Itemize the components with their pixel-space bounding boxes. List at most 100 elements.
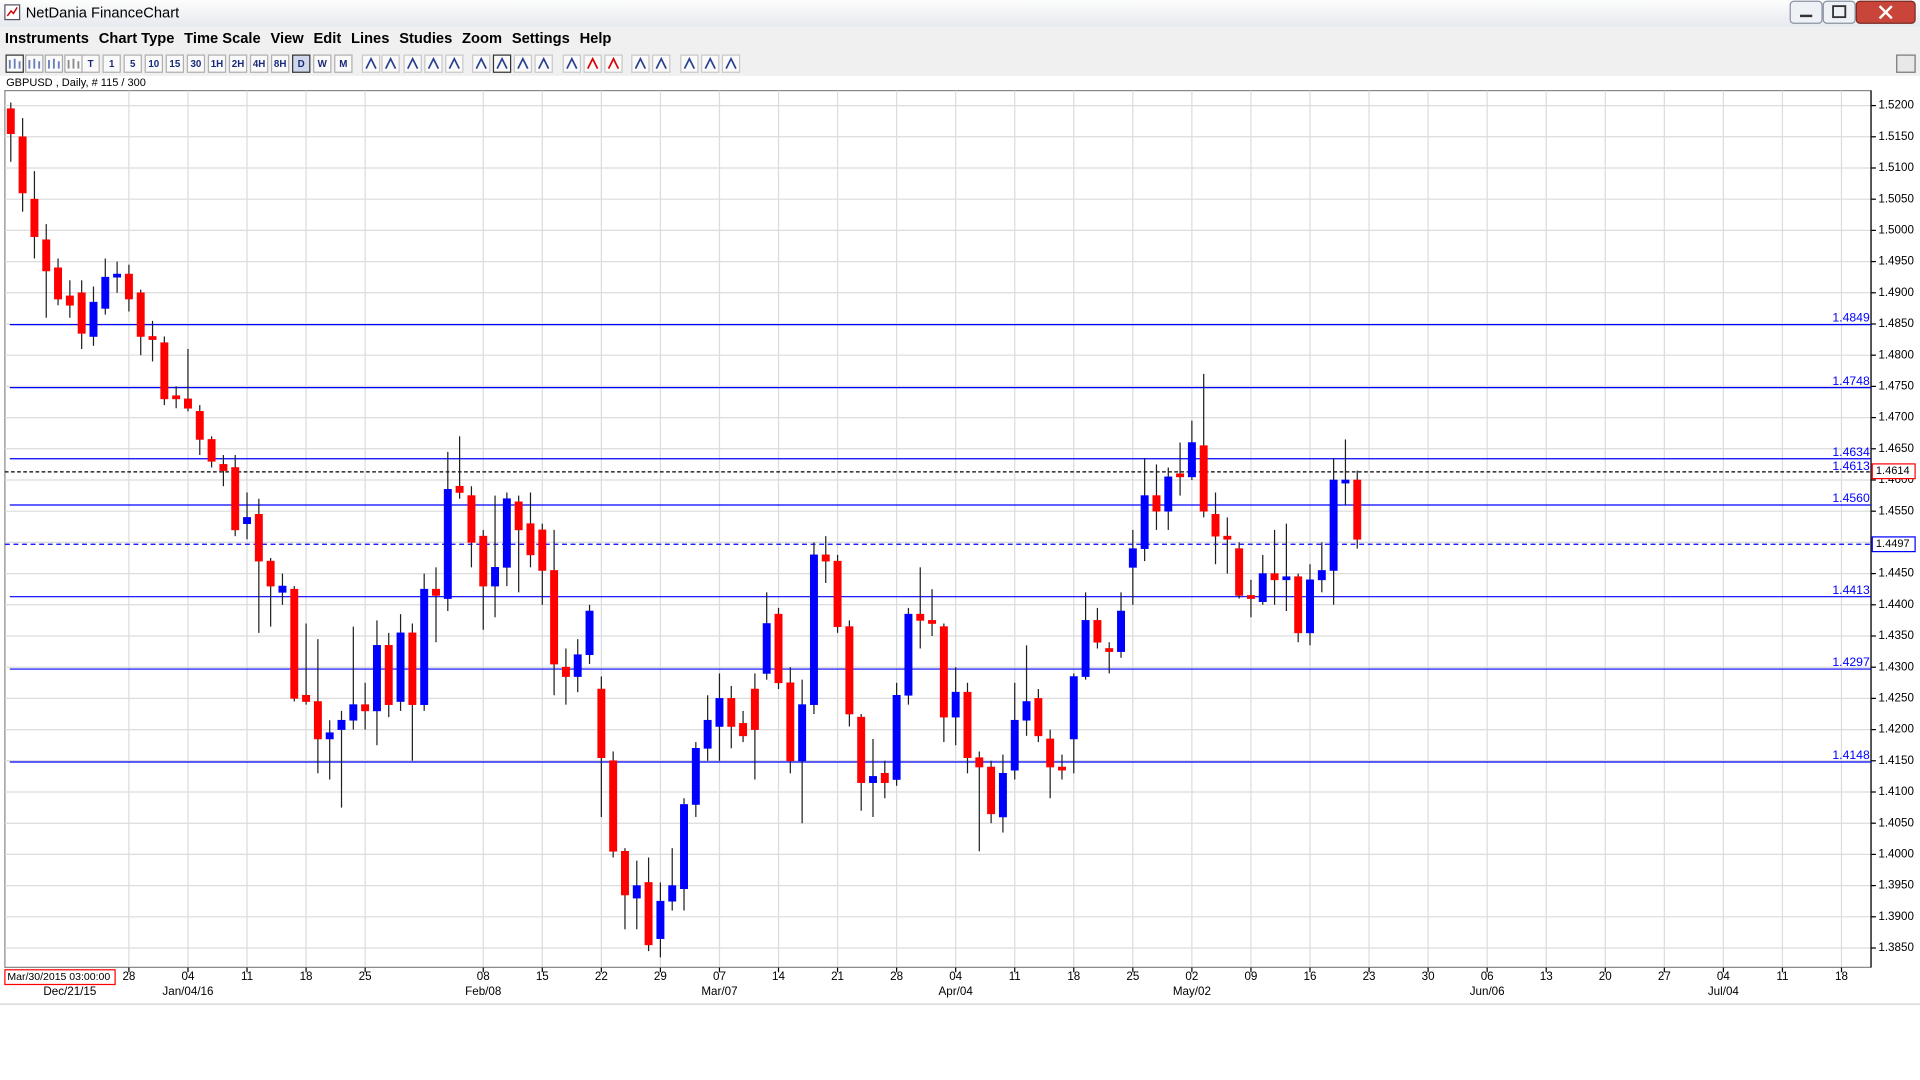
x-tick-label: 04 (181, 970, 194, 983)
candle-body (455, 485, 464, 493)
candle-body (1329, 479, 1338, 571)
y-tick-label: 1.4150 (1878, 754, 1914, 767)
app-icon-glyph (6, 6, 18, 17)
timescale-button[interactable] (81, 54, 100, 73)
minimize-button[interactable] (1789, 0, 1823, 24)
timescale-button[interactable] (165, 54, 185, 73)
candle-body (1235, 548, 1244, 596)
timescale-button[interactable] (144, 54, 163, 73)
timescale-label: 8H (274, 59, 287, 70)
candle-body (337, 719, 346, 730)
candle-body (420, 588, 429, 705)
candle-body (1187, 442, 1196, 478)
timescale-button[interactable] (334, 54, 353, 73)
timescale-button[interactable] (102, 54, 121, 73)
candle-body (809, 554, 818, 705)
toolbar-buttons: T 1 5 10 15 30 1H 2H 4H 8H D W M (5, 54, 741, 73)
timescale-button[interactable] (313, 54, 332, 73)
menu-item[interactable]: Edit (313, 31, 341, 47)
x-tick-label: 11 (241, 970, 253, 983)
candle-body (1294, 576, 1303, 634)
y-tick-label: 1.4000 (1878, 847, 1914, 860)
candle-body (857, 716, 866, 783)
candle-body (42, 239, 51, 272)
y-tick-label: 1.4850 (1878, 317, 1914, 330)
last-price-label: 1.4614 (1876, 465, 1910, 477)
timescale-button[interactable] (270, 54, 290, 73)
candle-body (597, 688, 606, 758)
menu-item[interactable]: Studies (399, 31, 452, 47)
candle-body (975, 757, 984, 768)
candle-body (727, 698, 736, 727)
y-tick-label: 1.4550 (1878, 504, 1914, 517)
timescale-button[interactable] (207, 54, 227, 73)
chart-title: GBPUSD , Daily, # 115 / 300 (6, 77, 146, 89)
tool-glyph (365, 56, 377, 69)
level-label: 1.4748 (1832, 374, 1870, 388)
menu-item[interactable]: Help (580, 31, 612, 47)
candle-body (1176, 473, 1185, 478)
tool-glyph (384, 56, 397, 69)
candle-body (1093, 620, 1102, 643)
menu-item[interactable]: Zoom (462, 31, 502, 47)
x-tick-label: 18 (1067, 970, 1080, 983)
candle-body (715, 698, 724, 727)
menu-item[interactable]: Settings (512, 31, 570, 47)
maximize-button[interactable] (1822, 0, 1856, 24)
timescale-button[interactable] (249, 54, 269, 73)
candle-body (1164, 476, 1173, 512)
candle-body (1117, 610, 1125, 652)
candle-body (479, 535, 488, 587)
x-tick-label: 30 (1422, 970, 1435, 983)
tool-glyph (725, 56, 737, 69)
menu-item[interactable]: Lines (351, 31, 389, 47)
candle-body (1353, 479, 1362, 540)
x-tick-label: 28 (122, 970, 135, 983)
x-tick-label: 27 (1658, 970, 1671, 983)
candle-body (113, 273, 122, 278)
candle-body (573, 654, 582, 677)
candle-body (77, 292, 86, 334)
panel-button[interactable] (1896, 54, 1916, 73)
tool-glyph (634, 56, 647, 69)
candle-body (939, 626, 948, 718)
x-tick-label: 23 (1363, 970, 1376, 983)
x-tick-label: 28 (890, 970, 903, 983)
candle-body (1034, 698, 1043, 737)
timescale-label: T (88, 59, 94, 70)
candle-body (302, 694, 311, 702)
candle-body (278, 585, 287, 593)
menu-item[interactable]: View (270, 31, 304, 47)
menu-item[interactable]: Chart Type (99, 31, 175, 47)
candle-body (30, 198, 39, 237)
timescale-button[interactable] (228, 54, 248, 73)
candle-body (514, 501, 523, 531)
tool-glyph (538, 56, 550, 69)
candle-body (1046, 738, 1055, 768)
candle-body (408, 632, 417, 705)
candle-body (1199, 445, 1208, 512)
timescale-button[interactable] (292, 54, 311, 73)
menu-item[interactable]: Time Scale (184, 31, 260, 47)
candle-body (644, 882, 653, 946)
candle-body (18, 136, 27, 194)
candle-body (54, 267, 63, 300)
level-label: 1.4148 (1832, 748, 1870, 762)
y-tick-label: 1.4450 (1878, 567, 1914, 580)
candle-body (1140, 495, 1149, 549)
y-tick-label: 1.5150 (1878, 130, 1914, 143)
menu-item[interactable]: Instruments (5, 31, 89, 47)
candle-body (526, 523, 535, 556)
x-tick-label: 22 (595, 970, 608, 983)
maximize-glyph (1832, 5, 1847, 19)
candle-body (1152, 495, 1161, 512)
candle-body (680, 804, 688, 890)
x-tick-label: 02 (1185, 970, 1198, 983)
timescale-button[interactable] (186, 54, 206, 73)
candle-body (621, 850, 629, 896)
candle-body (89, 301, 98, 337)
candle-body (1022, 701, 1031, 721)
candle-body (786, 682, 795, 762)
y-tick-label: 1.5050 (1878, 192, 1914, 205)
timescale-button[interactable] (123, 54, 142, 73)
